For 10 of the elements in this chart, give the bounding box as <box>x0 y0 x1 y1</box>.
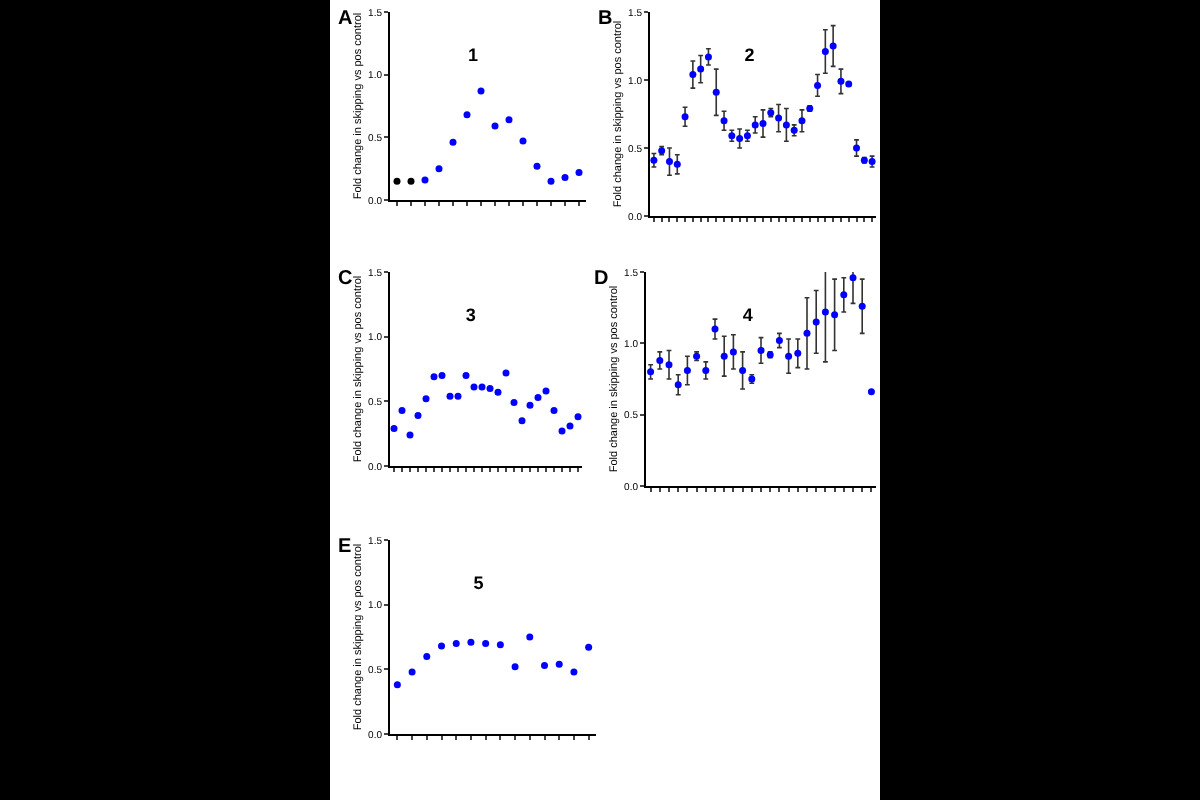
text: A <box>338 8 353 30</box>
text: C <box>338 268 353 290</box>
text: B <box>598 8 613 30</box>
text: E <box>338 536 352 558</box>
text: 2 <box>744 44 755 65</box>
text: 3 <box>465 304 476 325</box>
text: D <box>594 268 609 290</box>
text: 4 <box>742 304 753 325</box>
text: 1 <box>467 44 479 65</box>
text: 5 <box>473 572 484 593</box>
